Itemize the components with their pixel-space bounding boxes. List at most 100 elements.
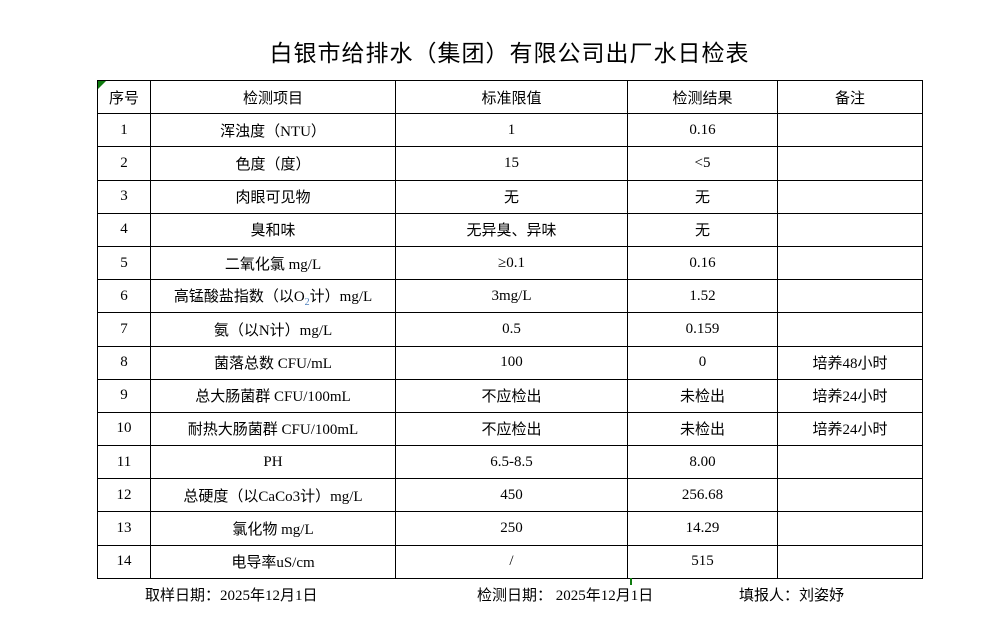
page-title: 白银市给排水（集团）有限公司出厂水日检表 [269, 41, 750, 66]
row-limit: 100 [395, 345, 628, 380]
row-no: 5 [97, 245, 151, 281]
row-limit: 1 [395, 113, 628, 148]
row-item: 氨（以N计）mg/L [150, 312, 396, 347]
row-remark [777, 478, 923, 513]
row-no: 6 [97, 279, 151, 314]
header-item: 检测项目 [150, 79, 396, 115]
row-limit: 无 [395, 179, 628, 214]
row-no: 10 [97, 411, 151, 447]
test-date-label: 检测日期： [477, 588, 553, 604]
table-row: 14 电导率uS/cm/515 [97, 544, 923, 579]
row-result: <5 [627, 146, 778, 181]
row-limit: 无异臭、异味 [395, 212, 628, 247]
row-item: 二氧化氯 mg/L [150, 245, 396, 281]
row-no: 8 [97, 345, 151, 380]
row-item: 色度（度） [150, 146, 396, 181]
row-result: 0.16 [627, 113, 778, 148]
row-item: 氯化物 mg/L [150, 511, 396, 546]
row-no: 1 [97, 113, 151, 148]
row-remark [777, 179, 923, 214]
row-no: 11 [97, 445, 151, 480]
row-no: 9 [97, 378, 151, 413]
table-row: 1 浑浊度（NTU） 1 0.16 [97, 113, 923, 148]
row-result: 256.68 [627, 478, 778, 513]
table-row: 2 色度（度） 15 <5 [97, 146, 923, 181]
header-remark: 备注 [777, 79, 923, 115]
row-remark [777, 279, 923, 314]
row-result: 0.159 [627, 312, 778, 347]
row-item: 总大肠菌群 CFU/100mL [150, 378, 396, 413]
table-row: 9 总大肠菌群 CFU/100mL 不应检出 未检出 培养24小时 [97, 378, 923, 413]
table-row: 8 菌落总数 CFU/mL 100 0 培养48小时 [97, 345, 923, 380]
row-result: 14.29 [627, 511, 778, 546]
header-result: 检测结果 [627, 79, 778, 115]
row-item: 电导率uS/cm [150, 544, 396, 579]
header-row: 序号 检测项目 标准限值 检测结果 备注 [97, 79, 923, 115]
row-remark [777, 113, 923, 148]
row-no: 2 [97, 146, 151, 181]
row-limit: 250 [395, 511, 628, 546]
row-limit: 3mg/L [395, 279, 628, 314]
row-remark [777, 212, 923, 247]
row-limit: 0.5 [395, 312, 628, 347]
reporter-label: 填报人： [739, 588, 800, 604]
row-result: 8.00 [627, 445, 778, 480]
table-row: 13 氯化物 mg/L 250 14.29 [97, 511, 923, 546]
row-remark [777, 146, 923, 181]
test-date-value: 2025年12月1日 [552, 588, 654, 604]
row-remark [777, 511, 923, 546]
row-item: 浑浊度（NTU） [150, 113, 396, 148]
footer: 取样日期：2025年12月1日 检测日期： 2025年12月1日 填报人：刘姿妤 [0, 584, 990, 604]
row-limit: 不应检出 [395, 411, 628, 447]
row-item: 菌落总数 CFU/mL [150, 345, 396, 380]
row-item: PH [150, 445, 396, 480]
sampling-date-value: 2025年12月1日 [220, 588, 318, 604]
row-no: 14 [97, 544, 151, 579]
row-result: 未检出 [627, 411, 778, 447]
header-limit: 标准限值 [395, 79, 628, 115]
row-remark: 培养24小时 [777, 378, 923, 413]
row-result: 515 [627, 544, 778, 579]
row-no: 4 [97, 212, 151, 247]
row-remark [777, 445, 923, 480]
row-remark [777, 245, 923, 281]
row-limit: ≥0.1 [395, 245, 628, 281]
row-no: 13 [97, 511, 151, 546]
row-item: 肉眼可见物 [150, 179, 396, 214]
row-no: 12 [97, 478, 151, 513]
row-remark: 培养24小时 [777, 411, 923, 447]
subscript: 2 [304, 296, 310, 308]
row-item: 高锰酸盐指数（以O2计）mg/L [150, 279, 396, 314]
test-date: 检测日期： 2025年12月1日 [477, 584, 653, 605]
sampling-date: 取样日期：2025年12月1日 [145, 584, 318, 605]
table-row: 5 二氧化氯 mg/L ≥0.1 0.16 [97, 245, 923, 281]
row-remark: 培养48小时 [777, 345, 923, 380]
table-row: 10 耐热大肠菌群 CFU/100mL 不应检出 未检出 培养24小时 [97, 411, 923, 447]
table-row: 3 肉眼可见物无无 [97, 179, 923, 214]
row-remark [777, 312, 923, 347]
page-break-tick-icon [630, 578, 632, 585]
table-body: 1 浑浊度（NTU） 1 0.16 2 色度（度） 15 <5 3 肉眼可见物无无 4 臭和味 无异臭、… [97, 113, 923, 579]
row-remark [777, 544, 923, 579]
row-result: 0.16 [627, 245, 778, 281]
row-item: 耐热大肠菌群 CFU/100mL [150, 411, 396, 447]
row-item: 总硬度（以CaCo3计）mg/L [150, 478, 396, 513]
sampling-date-label: 取样日期： [145, 588, 221, 604]
row-result: 1.52 [627, 279, 778, 314]
table-row: 4 臭和味 无异臭、异味无 [97, 212, 923, 247]
row-limit: 15 [395, 146, 628, 181]
header-no: 序号 [97, 79, 151, 115]
table-row: 7 氨（以N计）mg/L 0.5 0.159 [97, 312, 923, 347]
row-result: 无 [627, 179, 778, 214]
row-result: 未检出 [627, 378, 778, 413]
row-no: 3 [97, 179, 151, 214]
excel-error-triangle-icon [98, 81, 106, 89]
row-limit: 6.5-8.5 [395, 445, 628, 480]
row-limit: / [395, 544, 628, 579]
row-no: 7 [97, 312, 151, 347]
row-result: 0 [627, 345, 778, 380]
reporter-name: 刘姿妤 [799, 588, 845, 604]
reporter: 填报人：刘姿妤 [739, 584, 844, 605]
table-row: 12 总硬度（以CaCo3计）mg/L 450 256.68 [97, 478, 923, 513]
